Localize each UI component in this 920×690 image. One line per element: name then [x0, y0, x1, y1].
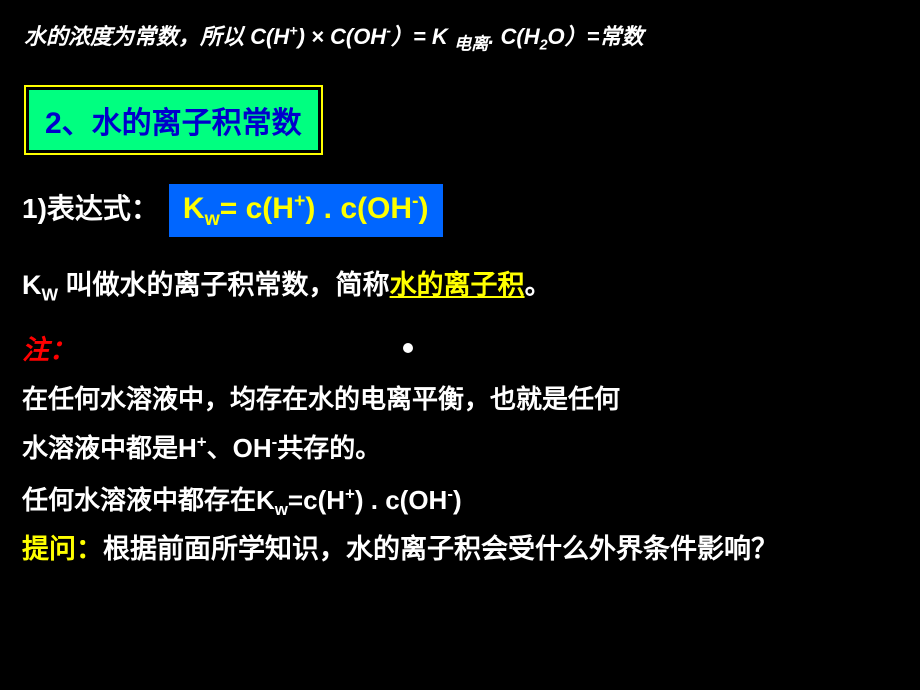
section-title-border: 2、水的离子积常数: [24, 85, 323, 155]
dot-marker: [403, 343, 413, 353]
def-term-link: 水的离子积: [390, 270, 525, 300]
expression-label: 1)表达式：: [22, 181, 159, 227]
note-label: 注：: [22, 328, 898, 367]
note-p2-sup-plus: +: [345, 484, 355, 503]
def-period: 。: [525, 270, 552, 300]
formula-box: Kw= c(H+) . c(OH-): [169, 184, 443, 237]
intro-text-4: . C(H: [488, 24, 539, 49]
formula-text-2: = c(H: [220, 192, 294, 225]
sub-2: 2: [540, 37, 548, 53]
intro-text-1: 水的浓度为常数，所以 C(H: [24, 24, 289, 49]
note-paragraph-2: 任何水溶液中都存在Kw=c(H+) . c(OH-): [22, 480, 898, 523]
intro-line: 水的浓度为常数，所以 C(H+) × C(OH-）= K 电离. C(H2O）=…: [22, 20, 898, 57]
question-line: 提问：根据前面所学知识，水的离子积会受什么外界条件影响？: [22, 529, 898, 570]
question-text: 根据前面所学知识，水的离子积会受什么外界条件影响？: [103, 534, 778, 564]
intro-text-5: O）=常数: [548, 24, 644, 49]
note-p1-line1: 在任何水溶液中，均存在水的电离平衡，也就是任何: [22, 384, 620, 414]
question-label: 提问：: [22, 534, 103, 564]
sup-plus: +: [289, 24, 297, 40]
formula-k: K: [183, 192, 205, 225]
note-p2-c: ) . c(OH: [355, 485, 447, 515]
note-paragraph-1: 在任何水溶液中，均存在水的电离平衡，也就是任何 水溶液中都是H+、OH-共存的。: [22, 375, 898, 474]
note-p1-line2b: 、OH: [207, 433, 272, 463]
intro-text-2: ) × C(OH: [298, 24, 387, 49]
def-text: 叫做水的离子积常数，简称: [58, 270, 390, 300]
note-p2-b: =c(H: [288, 485, 345, 515]
intro-text-3: ）= K: [391, 24, 454, 49]
note-p2-sub-w: w: [275, 500, 288, 519]
def-k: K: [22, 270, 42, 300]
formula-text-4: ): [419, 192, 429, 225]
expression-row: 1)表达式： Kw= c(H+) . c(OH-): [22, 181, 898, 237]
section-title: 2、水的离子积常数: [29, 90, 318, 150]
formula-text-3: ) . c(OH: [305, 192, 412, 225]
definition-line: KW 叫做水的离子积常数，简称水的离子积。: [22, 265, 898, 308]
note-p2-a: 任何水溶液中都存在K: [22, 485, 275, 515]
def-sub-w: W: [42, 285, 59, 305]
note-p1-line2c: 共存的。: [277, 433, 381, 463]
note-p1-line2a: 水溶液中都是H: [22, 433, 197, 463]
formula-sub-w: w: [205, 208, 220, 230]
sub-ionization: 电离: [454, 33, 488, 53]
note-p2-d: ): [453, 485, 462, 515]
formula-sup-plus: +: [294, 190, 305, 212]
note-sup-plus: +: [197, 433, 207, 452]
